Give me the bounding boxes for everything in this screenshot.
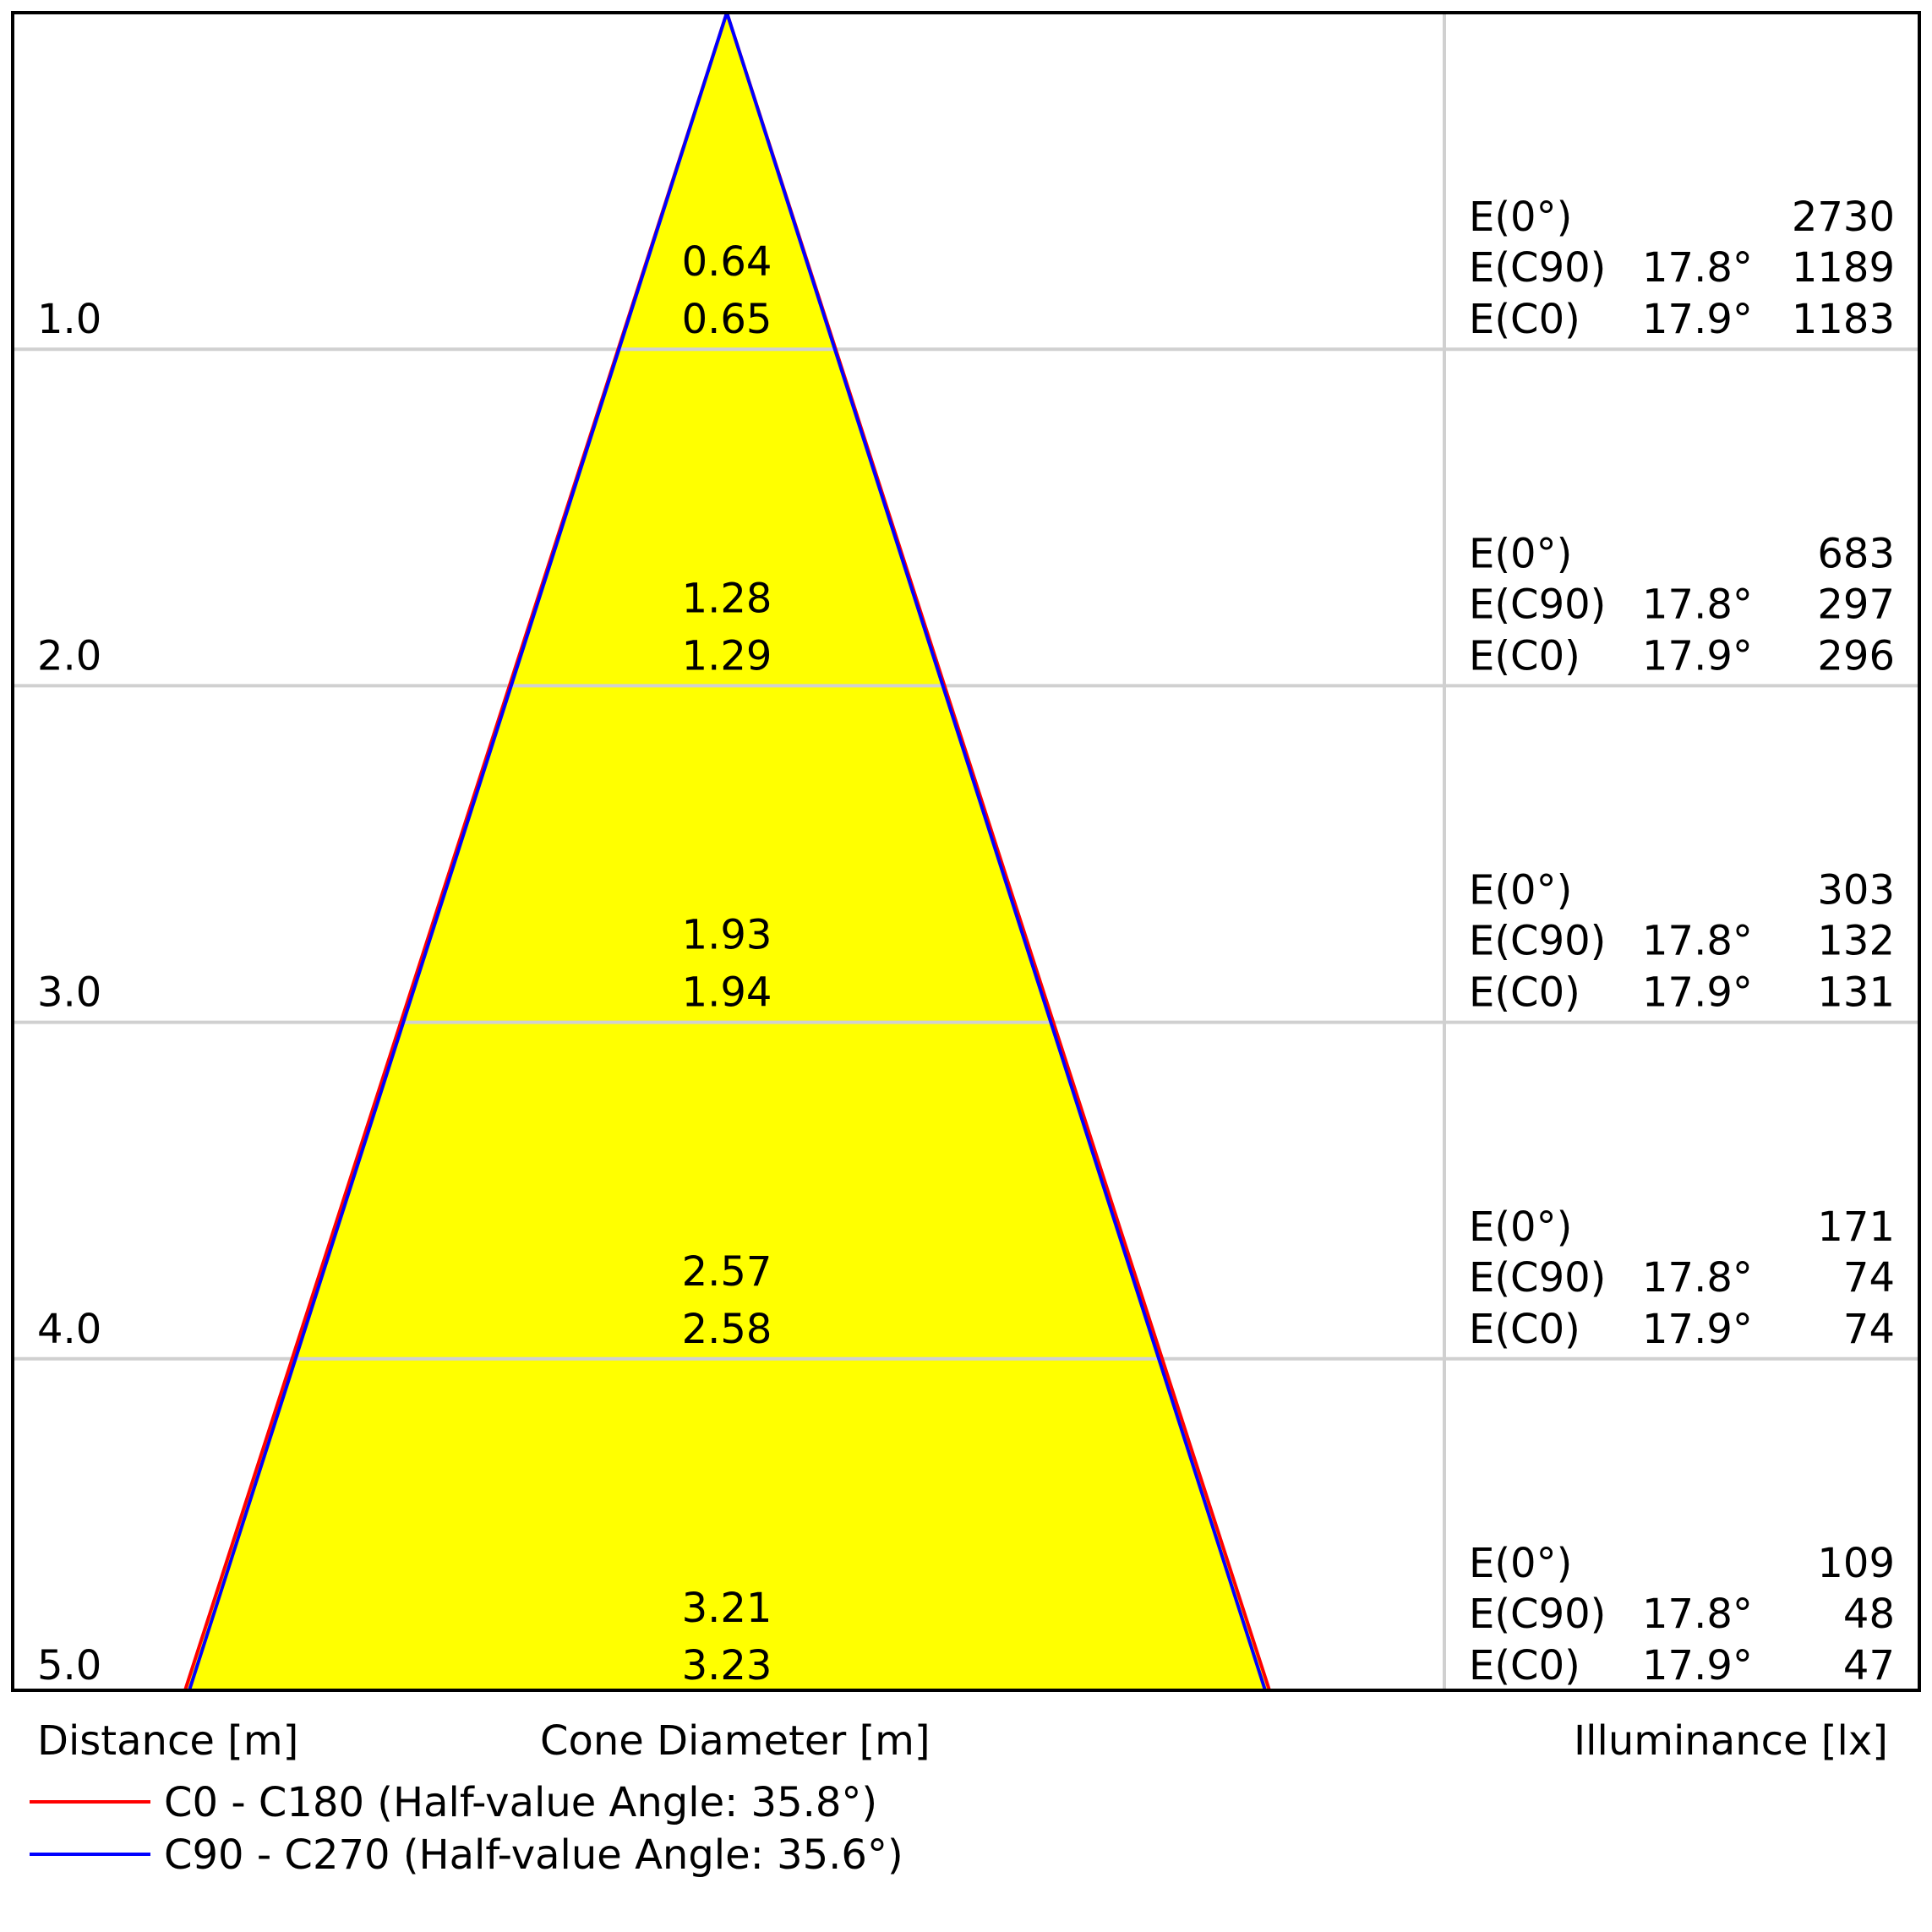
distance-axis-label: Distance [m] <box>37 1717 298 1765</box>
ec90-angle: 17.8° <box>1642 918 1753 965</box>
ec0-angle: 17.9° <box>1642 632 1753 679</box>
e0-label: E(0°) <box>1469 530 1572 577</box>
ec0-label: E(C0) <box>1469 1306 1580 1353</box>
diameter-c90: 0.65 <box>682 296 772 343</box>
light-cone <box>185 13 1269 1690</box>
ec90-value: 48 <box>1843 1591 1895 1638</box>
ec0-angle: 17.9° <box>1642 296 1753 343</box>
ec90-label: E(C90) <box>1469 918 1606 965</box>
ec0-value: 1183 <box>1792 296 1895 343</box>
distance-label: 5.0 <box>37 1642 101 1689</box>
e0-value: 109 <box>1817 1540 1895 1587</box>
frame <box>11 11 1921 1692</box>
ec90-angle: 17.8° <box>1642 1254 1753 1302</box>
legend-c90-label: C90 - C270 (Half-value Angle: 35.6°) <box>164 1831 903 1879</box>
ec0-angle: 17.9° <box>1642 1642 1753 1689</box>
ec90-label: E(C90) <box>1469 244 1606 292</box>
e0-label: E(0°) <box>1469 1203 1572 1251</box>
diameter-c0: 0.64 <box>682 238 772 286</box>
diameter-c0: 1.28 <box>682 575 772 622</box>
e0-label: E(0°) <box>1469 867 1572 914</box>
e0-label: E(0°) <box>1469 1540 1572 1587</box>
c90-cone-left-edge <box>188 12 729 1691</box>
e0-label: E(0°) <box>1469 194 1572 241</box>
diameter-c90: 3.23 <box>682 1642 772 1689</box>
diameter-axis-label: Cone Diameter [m] <box>540 1717 931 1765</box>
ec0-angle: 17.9° <box>1642 969 1753 1017</box>
ec0-label: E(C0) <box>1469 632 1580 679</box>
ec0-value: 74 <box>1843 1306 1895 1353</box>
ec90-label: E(C90) <box>1469 1254 1606 1302</box>
ec90-label: E(C90) <box>1469 581 1606 628</box>
diameter-c90: 1.29 <box>682 632 772 679</box>
distance-label: 1.0 <box>37 296 101 343</box>
ec90-angle: 17.8° <box>1642 244 1753 292</box>
e0-value: 303 <box>1817 867 1895 914</box>
ec90-value: 297 <box>1817 581 1895 628</box>
diameter-c90: 1.94 <box>682 969 772 1017</box>
ec0-angle: 17.9° <box>1642 1306 1753 1353</box>
diameter-c0: 2.57 <box>682 1248 772 1296</box>
ec90-value: 132 <box>1817 918 1895 965</box>
ec0-value: 131 <box>1817 969 1895 1017</box>
distance-label: 4.0 <box>37 1306 101 1353</box>
diameter-c0: 3.21 <box>682 1585 772 1632</box>
illuminance-axis-label: Illuminance [lx] <box>1574 1717 1888 1765</box>
ec0-value: 47 <box>1843 1642 1895 1689</box>
distance-label: 3.0 <box>37 969 101 1017</box>
e0-value: 171 <box>1817 1203 1895 1251</box>
ec90-value: 74 <box>1843 1254 1895 1302</box>
ec0-label: E(C0) <box>1469 296 1580 343</box>
ec90-value: 1189 <box>1792 244 1895 292</box>
legend-c0-label: C0 - C180 (Half-value Angle: 35.8°) <box>164 1779 877 1826</box>
ec0-label: E(C0) <box>1469 1642 1580 1689</box>
e0-value: 683 <box>1817 530 1895 577</box>
distance-label: 2.0 <box>37 632 101 679</box>
ec90-label: E(C90) <box>1469 1591 1606 1638</box>
c90-cone-right-edge <box>725 12 1267 1691</box>
diameter-c90: 2.58 <box>682 1306 772 1353</box>
ec90-angle: 17.8° <box>1642 581 1753 628</box>
diameter-c0: 1.93 <box>682 912 772 959</box>
ec90-angle: 17.8° <box>1642 1591 1753 1638</box>
ec0-value: 296 <box>1817 632 1895 679</box>
e0-value: 2730 <box>1792 194 1895 241</box>
ec0-label: E(C0) <box>1469 969 1580 1017</box>
